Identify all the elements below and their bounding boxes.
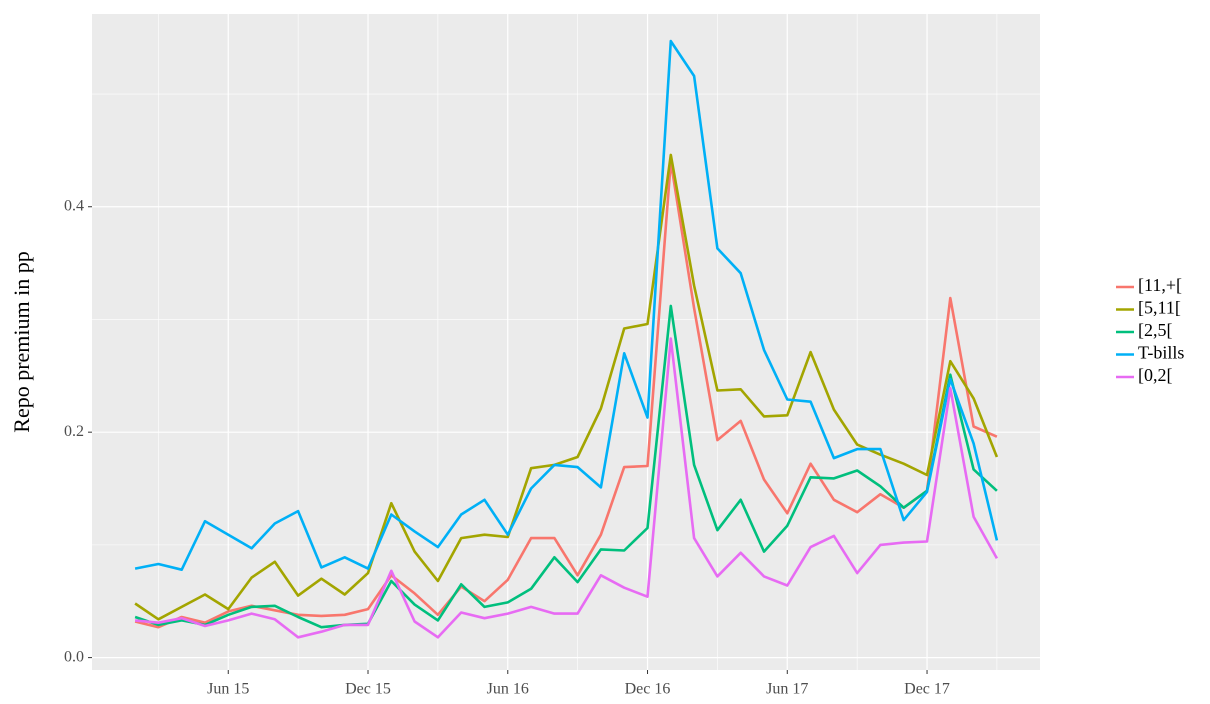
series-line — [134, 153, 999, 621]
legend-label: T-bills — [1138, 343, 1184, 363]
x-tick-label: Jun 16 — [487, 681, 529, 698]
x-tick-label: Dec 15 — [345, 681, 391, 698]
y-tick-label: 0.0 — [64, 648, 84, 665]
series-line — [134, 337, 999, 639]
legend-label: [0,2[ — [1138, 365, 1173, 385]
y-axis-label: Repo premium in pp — [9, 251, 34, 432]
series-line — [134, 39, 999, 571]
x-tick-label: Dec 16 — [625, 681, 671, 698]
series-line — [134, 160, 998, 629]
legend-label: [5,11[ — [1138, 298, 1181, 318]
panel — [92, 14, 1040, 670]
x-tick-label: Dec 17 — [904, 681, 950, 698]
y-tick-label: 0.2 — [64, 423, 84, 440]
legend-label: [11,+[ — [1138, 275, 1182, 295]
series-line — [134, 304, 998, 629]
x-tick-label: Jun 17 — [766, 681, 808, 698]
x-tick-label: Jun 15 — [207, 681, 249, 698]
legend-label: [2,5[ — [1138, 320, 1173, 340]
y-tick-label: 0.4 — [64, 197, 84, 214]
